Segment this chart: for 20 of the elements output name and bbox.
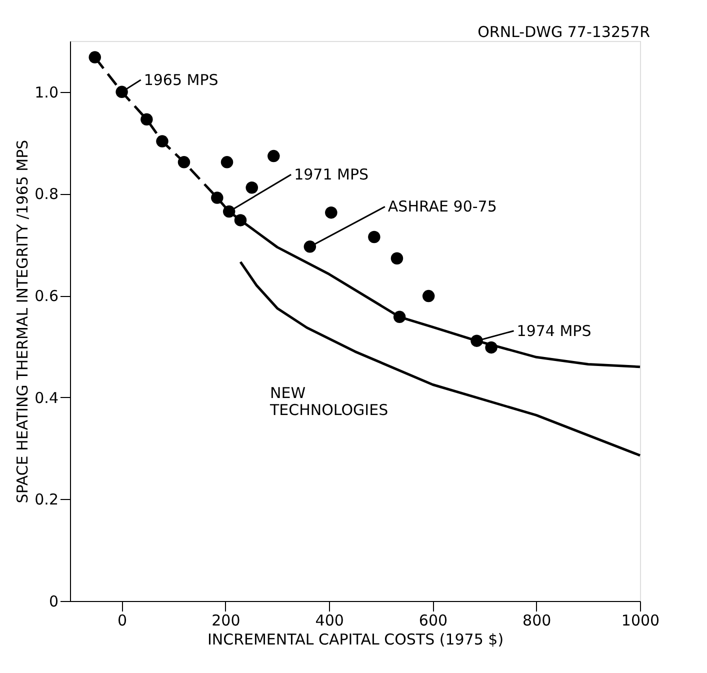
y-tick-label: 0.2 xyxy=(34,490,58,509)
y-axis-title: SPACE HEATING THERMAL INTEGRITY /1965 MPS xyxy=(14,140,32,504)
annotation: ASHRAE 90-75 xyxy=(388,198,497,216)
y-tick-label: 0.8 xyxy=(34,185,58,204)
annotation: 1971 MPS xyxy=(294,166,369,184)
y-tick-label: 1.0 xyxy=(34,83,58,102)
x-axis-title: INCREMENTAL CAPITAL COSTS (1975 $) xyxy=(207,630,504,648)
x-tick-label: 1000 xyxy=(621,612,660,630)
annotation: 1974 MPS xyxy=(516,322,592,340)
x-tick-label: 600 xyxy=(418,612,448,630)
y-tick-label: 0 xyxy=(48,592,58,610)
annotation: 1965 MPS xyxy=(144,70,218,89)
x-tick-label: 800 xyxy=(522,612,552,630)
x-tick-label: 400 xyxy=(315,612,344,630)
x-tick-label: 0 xyxy=(118,612,128,630)
annotation: NEW TECHNOLOGIES xyxy=(269,384,388,419)
text: ORNL-DWG 77-13257R xyxy=(478,23,650,41)
x-tick-label: 200 xyxy=(212,612,240,630)
y-tick-label: 0.6 xyxy=(34,287,58,306)
y-tick-label: 0.4 xyxy=(34,388,58,407)
